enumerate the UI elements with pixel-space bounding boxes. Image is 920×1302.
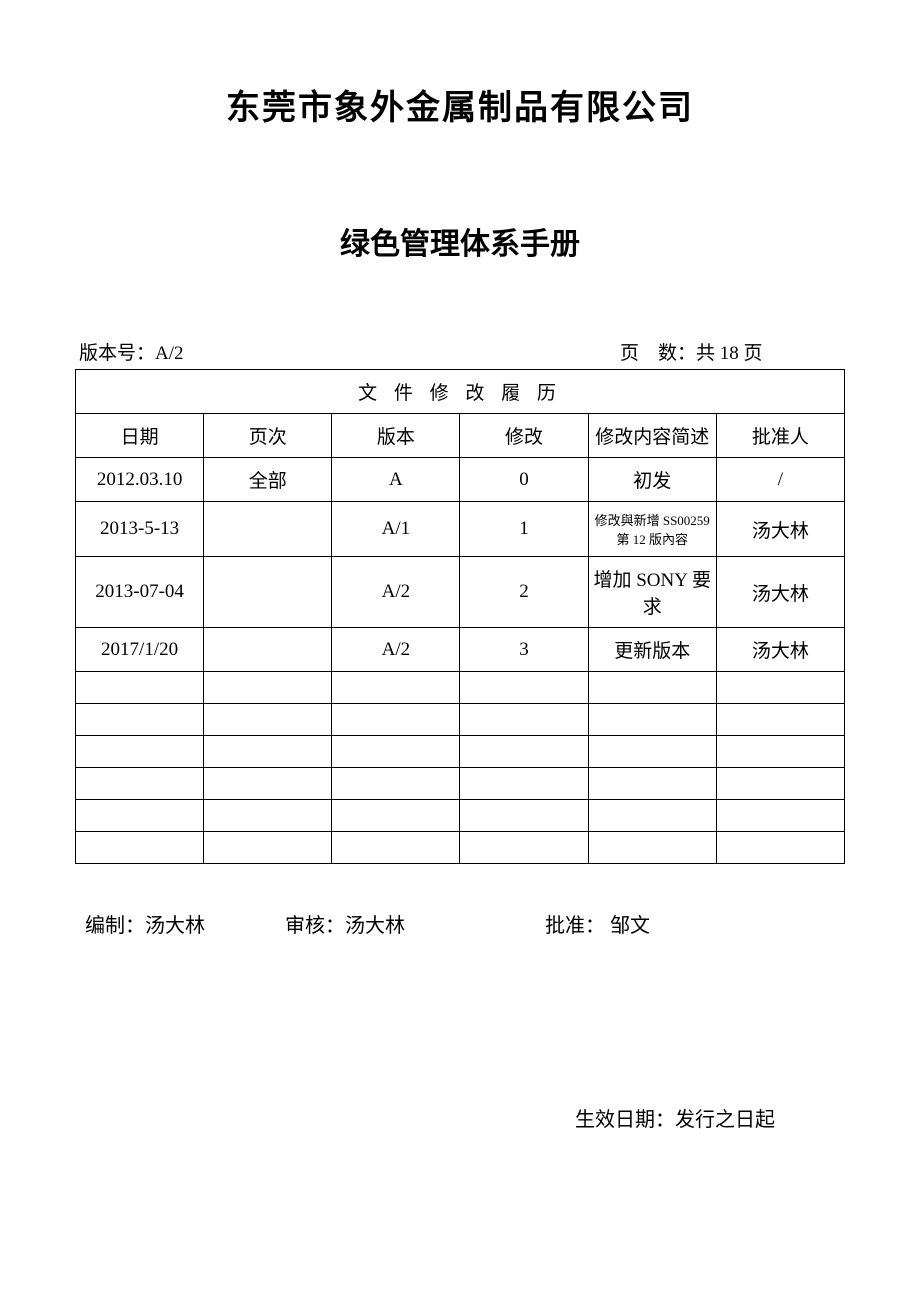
cell-version: A (332, 458, 460, 502)
col-header-page: 页次 (204, 414, 332, 458)
cell-empty (588, 800, 716, 832)
cell-modification: 1 (460, 502, 588, 557)
cell-empty (588, 768, 716, 800)
prepared-by: 编制：汤大林 (85, 909, 285, 938)
cell-empty (76, 672, 204, 704)
version-label: 版本号：A/2 (79, 338, 300, 365)
effective-date: 生效日期：发行之日起 (75, 1103, 845, 1132)
cell-empty (716, 800, 844, 832)
cell-description: 初发 (588, 458, 716, 502)
table-row: 2013-07-04 A/22增加 SONY 要求汤大林 (76, 557, 845, 628)
cell-empty (460, 768, 588, 800)
cell-empty (716, 672, 844, 704)
cell-version: A/2 (332, 628, 460, 672)
cell-date: 2012.03.10 (76, 458, 204, 502)
cell-modification: 3 (460, 628, 588, 672)
cell-empty (204, 800, 332, 832)
table-header-row: 日期 页次 版本 修改 修改内容简述 批准人 (76, 414, 845, 458)
cell-date: 2017/1/20 (76, 628, 204, 672)
cell-page (204, 557, 332, 628)
cell-empty (716, 832, 844, 864)
cell-modification: 0 (460, 458, 588, 502)
table-row-empty (76, 704, 845, 736)
table-row: 2012.03.10全部A0初发/ (76, 458, 845, 502)
signatures-row: 编制：汤大林 审核：汤大林 批准： 邹文 (75, 909, 845, 938)
cell-empty (204, 704, 332, 736)
cell-empty (588, 736, 716, 768)
cell-description: 修改與新增 SS00259 第 12 版內容 (588, 502, 716, 557)
cell-empty (716, 704, 844, 736)
cell-page (204, 628, 332, 672)
cell-empty (588, 704, 716, 736)
col-header-description: 修改内容简述 (588, 414, 716, 458)
cell-empty (332, 704, 460, 736)
cell-empty (76, 800, 204, 832)
cell-empty (76, 768, 204, 800)
page-count-label: 页 数：共 18 页 (300, 338, 841, 365)
cell-empty (76, 704, 204, 736)
table-row-empty (76, 672, 845, 704)
cell-modification: 2 (460, 557, 588, 628)
table-row-empty (76, 800, 845, 832)
reviewed-by: 审核：汤大林 (285, 909, 545, 938)
approved-by: 批准： 邹文 (545, 909, 745, 938)
cell-empty (76, 736, 204, 768)
revision-history-table: 文 件 修 改 履 历 日期 页次 版本 修改 修改内容简述 批准人 2012.… (75, 369, 845, 864)
table-row-empty (76, 736, 845, 768)
cell-page (204, 502, 332, 557)
col-header-approver: 批准人 (716, 414, 844, 458)
cell-empty (204, 736, 332, 768)
cell-empty (204, 672, 332, 704)
cell-empty (332, 736, 460, 768)
company-title: 东莞市象外金属制品有限公司 (75, 80, 845, 129)
cell-empty (332, 768, 460, 800)
cell-approver: 汤大林 (716, 628, 844, 672)
table-row-empty (76, 768, 845, 800)
table-caption: 文 件 修 改 履 历 (76, 370, 845, 414)
cell-approver: 汤大林 (716, 502, 844, 557)
cell-approver: 汤大林 (716, 557, 844, 628)
table-row: 2017/1/20 A/23更新版本汤大林 (76, 628, 845, 672)
cell-description: 增加 SONY 要求 (588, 557, 716, 628)
table-caption-row: 文 件 修 改 履 历 (76, 370, 845, 414)
cell-empty (588, 672, 716, 704)
cell-empty (460, 672, 588, 704)
table-row-empty (76, 832, 845, 864)
cell-empty (716, 768, 844, 800)
cell-empty (460, 704, 588, 736)
cell-date: 2013-07-04 (76, 557, 204, 628)
cell-date: 2013-5-13 (76, 502, 204, 557)
col-header-modification: 修改 (460, 414, 588, 458)
cell-empty (716, 736, 844, 768)
cell-approver: / (716, 458, 844, 502)
cell-empty (460, 832, 588, 864)
cell-empty (588, 832, 716, 864)
cell-empty (332, 832, 460, 864)
cell-empty (460, 800, 588, 832)
cell-empty (76, 832, 204, 864)
cell-empty (204, 768, 332, 800)
table-row: 2013-5-13 A/11修改與新增 SS00259 第 12 版內容汤大林 (76, 502, 845, 557)
cell-page: 全部 (204, 458, 332, 502)
cell-version: A/1 (332, 502, 460, 557)
col-header-version: 版本 (332, 414, 460, 458)
manual-title: 绿色管理体系手册 (75, 219, 845, 263)
table-body: 2012.03.10全部A0初发/2013-5-13A/11修改與新增 SS00… (76, 458, 845, 864)
cell-description: 更新版本 (588, 628, 716, 672)
version-page-header: 版本号：A/2 页 数：共 18 页 (75, 338, 845, 365)
cell-empty (460, 736, 588, 768)
cell-version: A/2 (332, 557, 460, 628)
cell-empty (332, 672, 460, 704)
cell-empty (332, 800, 460, 832)
cell-empty (204, 832, 332, 864)
col-header-date: 日期 (76, 414, 204, 458)
